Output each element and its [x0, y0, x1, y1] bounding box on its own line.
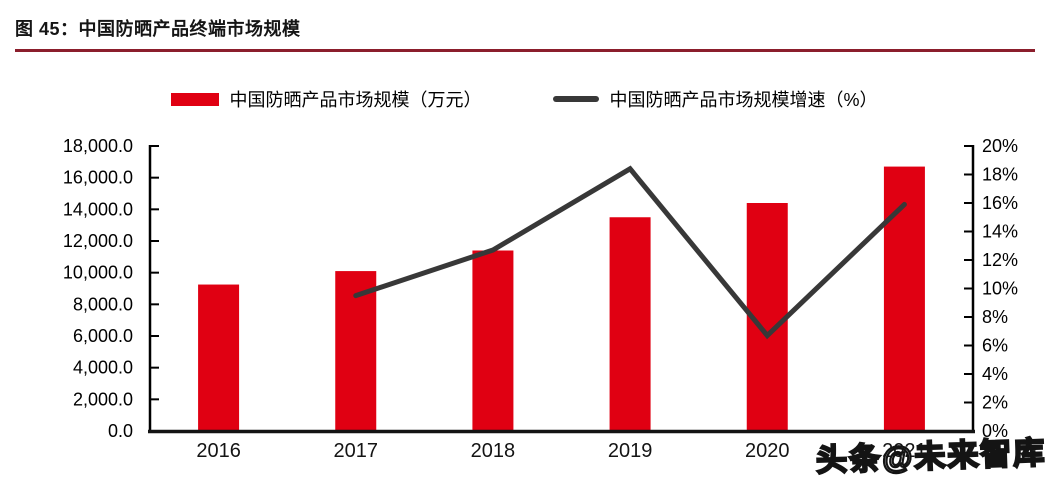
left-axis-label: 4,000.0 [73, 358, 133, 378]
bar-2019 [609, 217, 651, 431]
legend-line-swatch [553, 96, 600, 102]
left-axis-label: 10,000.0 [63, 263, 133, 283]
x-axis-label-2017: 2017 [334, 440, 379, 462]
growth-rate-line [353, 165, 907, 340]
legend-bar-swatch [171, 92, 220, 106]
title-underline [15, 49, 1035, 52]
right-axis-label: 4% [982, 364, 1008, 384]
left-axis-label: 14,000.0 [63, 199, 133, 219]
right-axis-label: 6% [982, 336, 1008, 356]
right-axis-label: 18% [982, 165, 1018, 185]
right-axis-label: 12% [982, 250, 1018, 270]
bar-2016 [198, 284, 240, 431]
left-axis-label: 8,000.0 [73, 294, 133, 314]
left-axis-label: 12,000.0 [63, 231, 133, 251]
figure-title: 图 45：中国防晒产品终端市场规模 [15, 19, 301, 39]
x-axis-label-2021: 2021 [882, 440, 927, 462]
legend-line-label: 中国防晒产品市场规模增速（%） [609, 90, 878, 110]
x-axis-label-2016: 2016 [196, 440, 241, 462]
left-axis-label: 0.0 [108, 421, 133, 441]
legend-bar-label: 中国防晒产品市场规模（万元） [229, 90, 482, 110]
left-axis-label: 16,000.0 [63, 168, 133, 188]
chart-legend: 中国防晒产品市场规模（万元） 中国防晒产品市场规模增速（%） [0, 86, 1049, 112]
right-axis-label: 16% [982, 193, 1018, 213]
right-axis-label: 10% [982, 279, 1018, 299]
bar-2021 [883, 166, 925, 432]
left-axis-label: 18,000.0 [63, 136, 133, 156]
x-axis-label-2020: 2020 [745, 440, 790, 462]
x-axis-label-2019: 2019 [608, 440, 653, 462]
x-axis-label-2018: 2018 [471, 440, 516, 462]
right-axis-label: 20% [982, 136, 1018, 156]
legend-item-growth-rate: 中国防晒产品市场规模增速（%） [553, 86, 878, 112]
left-axis-label: 2,000.0 [73, 389, 133, 409]
right-axis-label: 2% [982, 393, 1008, 413]
right-axis-label: 8% [982, 307, 1008, 327]
right-axis-label: 14% [982, 222, 1018, 242]
legend-item-market-size: 中国防晒产品市场规模（万元） [171, 86, 481, 112]
right-axis-label: 0% [982, 421, 1008, 441]
left-axis-label: 6,000.0 [73, 326, 133, 346]
watermark: 头条@未来智库 [814, 434, 1048, 477]
bar-2018 [472, 250, 514, 431]
